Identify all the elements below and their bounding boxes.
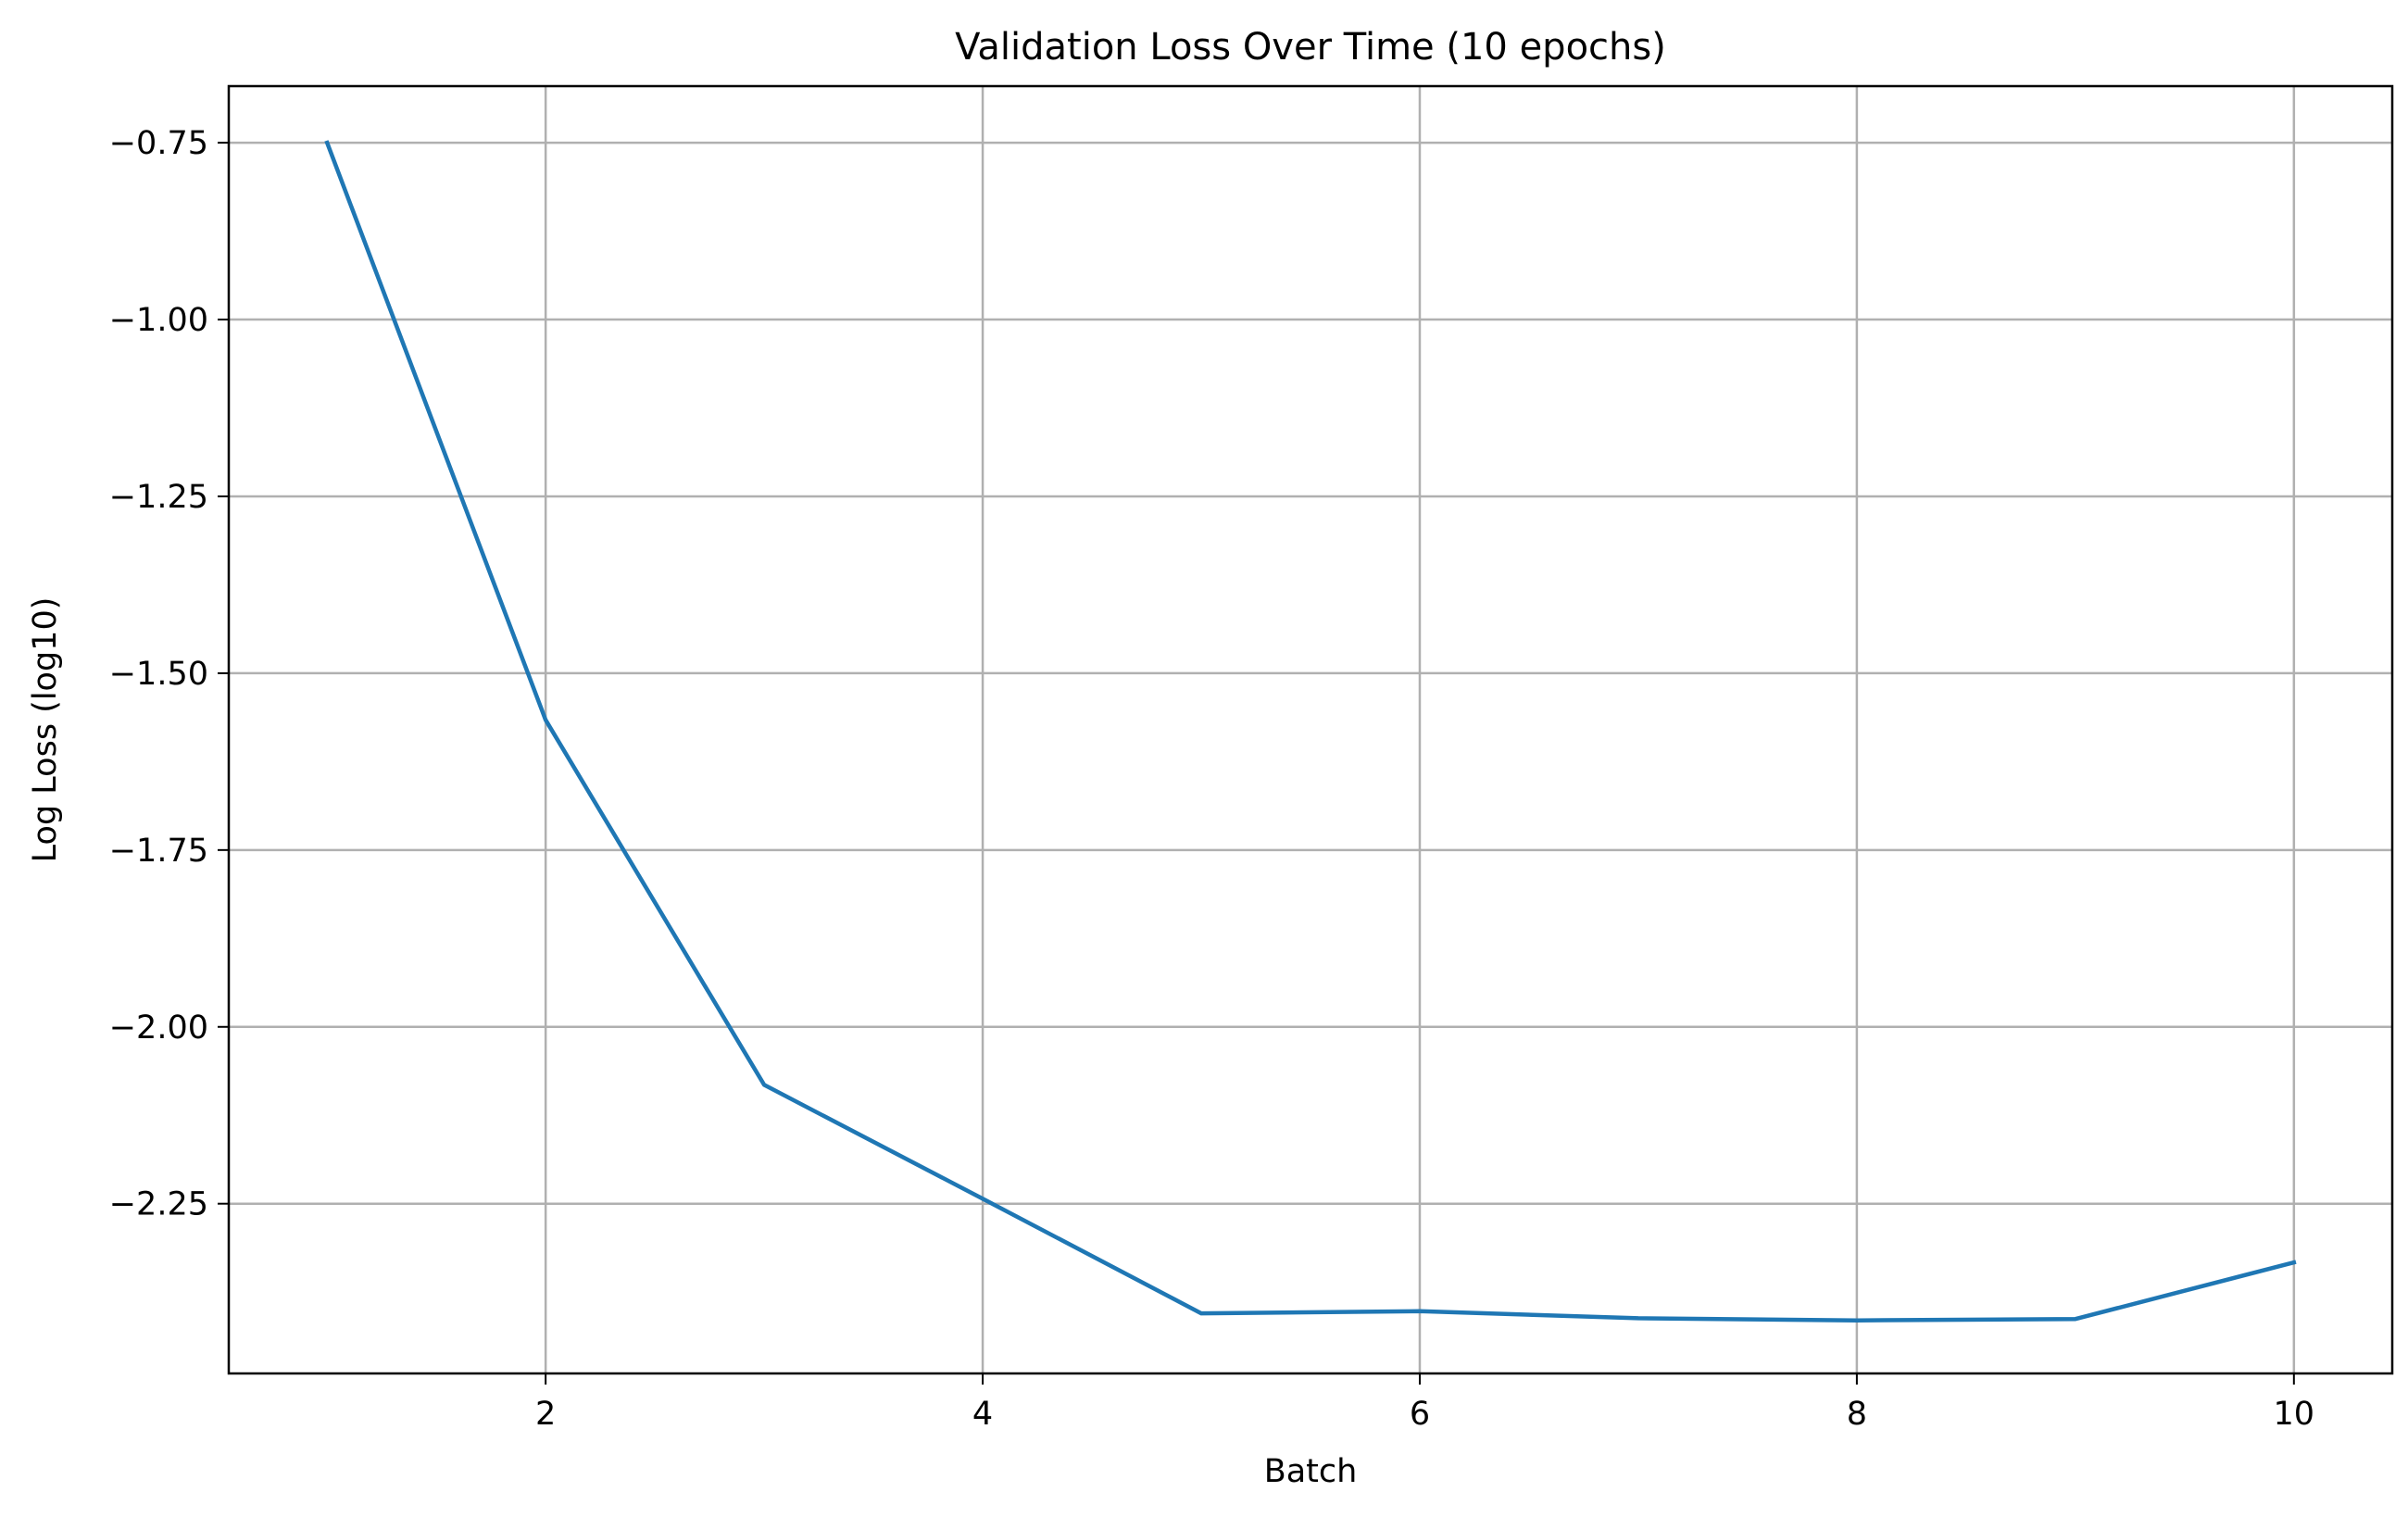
y-tick-label: −0.75 — [109, 125, 208, 162]
series-line — [324, 140, 2297, 1323]
plot-frame — [227, 84, 2394, 1375]
y-tick-label: −1.00 — [109, 302, 208, 339]
y-tick-label: −2.00 — [109, 1009, 208, 1047]
x-axis-label: Batch — [1264, 1453, 1358, 1490]
x-grid — [544, 86, 2296, 1373]
x-tick-label: 6 — [1410, 1396, 1430, 1433]
y-axis-label: Log Loss (log10) — [27, 597, 64, 863]
y-axis-ticks: −0.75 −1.00 −1.25 −1.50 −1.75 −2.00 −2.25 — [109, 125, 229, 1223]
chart-title: Validation Loss Over Time (10 epochs) — [955, 26, 1666, 69]
y-tick-label: −1.25 — [109, 479, 208, 516]
y-tick-label: −1.75 — [109, 833, 208, 870]
y-tick-label: −1.50 — [109, 656, 208, 693]
y-tick-label: −2.25 — [109, 1186, 208, 1223]
x-tick-label: 2 — [535, 1396, 556, 1433]
x-axis-ticks: 2 4 6 8 10 — [535, 1373, 2314, 1433]
x-tick-label: 10 — [2274, 1396, 2315, 1433]
x-tick-label: 4 — [972, 1396, 993, 1433]
y-grid — [229, 141, 2392, 1205]
x-tick-label: 8 — [1847, 1396, 1867, 1433]
